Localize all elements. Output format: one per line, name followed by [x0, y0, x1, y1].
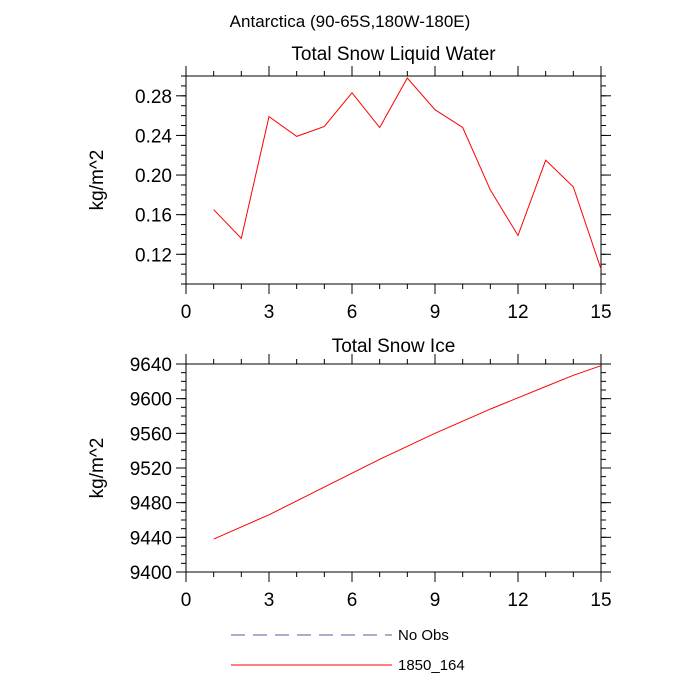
p1-y-tick-label-9520: 9520 — [130, 459, 172, 480]
panel-total-snow-ice: Total Snow Ice kg/m^2 0 3 6 9 12 15 9400 9440 9480… — [87, 336, 612, 611]
p0-y-tick-label-0-16: 0.16 — [135, 206, 172, 227]
p1-ylabel: kg/m^2 — [87, 438, 108, 499]
p1-x-tick-label-3: 3 — [264, 590, 275, 611]
p1-x-tick-label-15: 15 — [590, 590, 611, 611]
p0-x-tick-label-0: 0 — [181, 302, 192, 323]
p1-x-tick-label-9: 9 — [430, 590, 441, 611]
p0-y-tick-label-0-28: 0.28 — [135, 87, 172, 108]
p1-y-tick-label-9440: 9440 — [130, 528, 172, 549]
legend-label-no-obs: No Obs — [398, 627, 449, 644]
p0-x-tick-label-9: 9 — [430, 302, 441, 323]
p0-y-tick-label-0-24: 0.24 — [135, 126, 172, 147]
p1-y-tick-label-9600: 9600 — [130, 390, 172, 411]
p1-x-tick-label-6: 6 — [347, 590, 358, 611]
p0-x-tick-label-6: 6 — [347, 302, 358, 323]
p0-y-tick-label-0-20: 0.20 — [135, 166, 172, 187]
p1-series-line-1850-164 — [213, 365, 602, 540]
p0-series-line-1850-164 — [213, 77, 602, 270]
p1-title: Total Snow Ice — [332, 336, 456, 357]
p0-x-tick-label-3: 3 — [264, 302, 275, 323]
p1-plot-frame — [185, 363, 602, 573]
legend: No Obs 1850_164 — [231, 627, 465, 674]
p0-plot-frame — [185, 75, 602, 285]
p0-y-tick-label-0-12: 0.12 — [135, 245, 172, 266]
p1-x-tick-label-12: 12 — [507, 590, 528, 611]
p0-title: Total Snow Liquid Water — [291, 44, 496, 65]
p0-x-tick-label-15: 15 — [590, 302, 611, 323]
p0-ylabel: kg/m^2 — [87, 150, 108, 211]
legend-label-1850-164: 1850_164 — [398, 657, 465, 674]
p1-y-tick-label-9560: 9560 — [130, 424, 172, 445]
p1-y-tick-label-9400: 9400 — [130, 563, 172, 584]
p1-y-tick-label-9480: 9480 — [130, 494, 172, 515]
p1-x-tick-label-0: 0 — [181, 590, 192, 611]
panel-total-snow-liquid-water: Total Snow Liquid Water kg/m^2 0 3 6 9 12 15 0.1… — [87, 44, 612, 323]
p0-x-tick-label-12: 12 — [507, 302, 528, 323]
p1-y-tick-label-9640: 9640 — [130, 355, 172, 376]
figure-title: Antarctica (90-65S,180W-180E) — [230, 12, 471, 31]
